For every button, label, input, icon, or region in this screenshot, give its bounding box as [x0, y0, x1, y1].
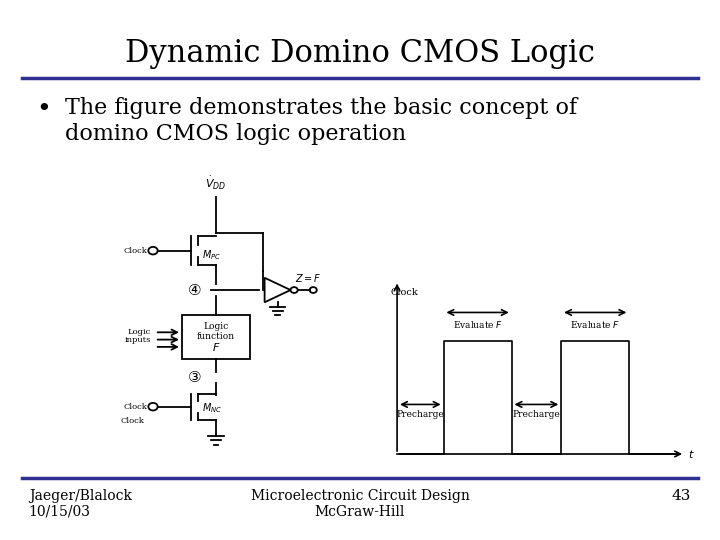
Text: inputs: inputs — [125, 335, 151, 343]
Text: ④: ④ — [188, 282, 201, 298]
Text: $Z = F$: $Z = F$ — [295, 272, 322, 284]
Text: Precharge: Precharge — [397, 410, 444, 418]
Text: $\dot{V}_{DD}$: $\dot{V}_{DD}$ — [205, 176, 227, 192]
Text: •: • — [36, 97, 50, 121]
Text: Dynamic Domino CMOS Logic: Dynamic Domino CMOS Logic — [125, 38, 595, 69]
Text: Clock: Clock — [124, 403, 148, 411]
Text: Evaluate $F$: Evaluate $F$ — [452, 319, 503, 330]
Text: 43: 43 — [672, 489, 691, 503]
Text: Logic: Logic — [128, 328, 151, 336]
Bar — [181, 315, 251, 359]
Text: $F$: $F$ — [212, 341, 220, 354]
Text: Logic: Logic — [203, 322, 229, 331]
Text: ③: ③ — [188, 370, 201, 385]
Text: function: function — [197, 332, 235, 341]
Text: Jaeger/Blalock
10/15/03: Jaeger/Blalock 10/15/03 — [29, 489, 132, 519]
Text: Precharge: Precharge — [513, 410, 560, 418]
Text: $t$: $t$ — [688, 448, 695, 460]
Text: $M_{PC}$: $M_{PC}$ — [202, 248, 221, 262]
Text: Microelectronic Circuit Design
McGraw-Hill: Microelectronic Circuit Design McGraw-Hi… — [251, 489, 469, 519]
Text: The figure demonstrates the basic concept of
domino CMOS logic operation: The figure demonstrates the basic concep… — [65, 97, 577, 145]
Text: Clock: Clock — [391, 288, 418, 296]
Text: $M_{NC}$: $M_{NC}$ — [202, 401, 222, 415]
Text: Clock: Clock — [120, 417, 144, 426]
Text: Evaluate $F$: Evaluate $F$ — [570, 319, 621, 330]
Text: Clock: Clock — [124, 247, 148, 255]
